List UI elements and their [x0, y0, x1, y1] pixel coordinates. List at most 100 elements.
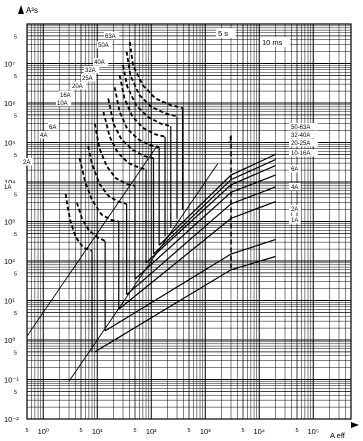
prearcing-curve	[64, 193, 93, 252]
letthrough-curve	[158, 153, 276, 246]
prearcing-label: 25A	[82, 76, 93, 82]
letthrough-label: 32-40A	[291, 133, 310, 139]
x-tick-label: 10³	[200, 427, 211, 436]
prearcing-label-bg	[48, 123, 59, 131]
letthrough-label: 20-25A	[291, 141, 310, 147]
y-minor-tick-label: 5	[14, 350, 17, 356]
prearcing-label: 40A	[94, 60, 105, 66]
prearcing-label-bg	[3, 183, 14, 191]
y-minor-tick-label: 5	[14, 74, 17, 80]
y-tick-label: 10⁻¹	[4, 376, 19, 385]
y-axis-title: A²s	[18, 5, 38, 15]
prearcing-label-bg	[56, 99, 72, 107]
prearcing-label-bg	[93, 58, 109, 66]
letthrough-label: 10-16A	[291, 151, 310, 157]
x-tick-label: 10⁵	[308, 427, 319, 436]
series-layer	[27, 41, 276, 382]
prearcing-label-bg	[104, 32, 120, 40]
letthrough-label: 50-63A	[291, 125, 310, 131]
prearcing-label-bg	[84, 66, 100, 74]
axis-labels: 10⁻² 10⁻¹ 10⁰ 10¹ 10² 10³ 10⁴ 10⁵ 10⁶ 10⁷ 5 5 5 5 5 5 5 5…	[4, 34, 319, 436]
letthrough-curve	[104, 238, 276, 332]
prearcing-label: 63A	[105, 34, 116, 40]
prearcing-curve	[107, 98, 154, 160]
prearcing-label: 1A	[4, 185, 11, 191]
prearcing-curve	[125, 51, 178, 118]
x-tick-label: 10⁰	[38, 427, 49, 436]
letthrough-label: 2A	[291, 207, 298, 213]
x-axis-title: A eff	[330, 422, 359, 440]
y-tick-label: 10¹	[4, 297, 15, 306]
prearcing-label: 6A	[49, 125, 56, 131]
letthrough-label-bg	[289, 149, 318, 157]
y-tick-label: 10⁻²	[4, 415, 19, 424]
prearcing-label: 10A	[57, 101, 68, 107]
prearcing-label: 50A	[98, 43, 109, 49]
plot-frame	[26, 23, 352, 420]
prearcing-curve	[118, 75, 166, 138]
y-tick-label: 10⁵	[4, 139, 15, 148]
y-minor-tick-label: 5	[14, 113, 17, 119]
y-minor-tick-label: 5	[14, 153, 17, 159]
prearcing-curve	[122, 65, 172, 127]
y-axis-label: A²s	[26, 6, 38, 15]
x-tick-label: 10¹	[92, 427, 103, 436]
y-tick-label: 10⁰	[4, 336, 15, 345]
prearcing-curve	[128, 41, 183, 109]
prearcing-label: 4A	[40, 133, 47, 139]
letthrough-label-bg	[289, 139, 318, 147]
x-minor-tick-label: 5	[79, 428, 82, 434]
x-tick-label: 10²	[146, 427, 157, 436]
y-minor-tick-label: 5	[14, 232, 17, 238]
letthrough-label: 1A	[291, 218, 298, 224]
y-tick-label: 10³	[4, 218, 15, 227]
reference-line-label: 10 ms	[262, 38, 283, 47]
y-minor-tick-label: 5	[14, 311, 17, 317]
prearcing-label-bg	[22, 158, 33, 166]
y-minor-tick-label: 5	[14, 390, 17, 396]
x-minor-tick-label: 5	[187, 428, 190, 434]
prearcing-curve	[93, 123, 136, 187]
letthrough-label: 4A	[291, 185, 298, 191]
prearcing-label: 20A	[72, 84, 83, 90]
y-minor-tick-label: 5	[14, 192, 17, 198]
letthrough-label-bg	[289, 183, 301, 191]
reference-label-bg	[216, 28, 236, 38]
letthrough-label: 6A	[291, 167, 298, 173]
letthrough-label-bg	[289, 165, 301, 173]
x-axis-arrow-icon	[351, 422, 359, 428]
x-minor-tick-label: 5	[295, 428, 298, 434]
y-tick-label: 10⁶	[4, 99, 15, 108]
y-tick-label: 10⁷	[4, 60, 15, 69]
prearcing-curve	[87, 146, 127, 205]
prearcing-curve	[78, 158, 119, 223]
series-labels: 5 s10 ms11A2A4A6A10A16A20A25A32A40A50A63…	[3, 28, 318, 224]
prearcing-label-bg	[97, 41, 113, 49]
reference-line	[27, 145, 158, 337]
x-minor-tick-label: 5	[133, 428, 136, 434]
prearcing-label-bg	[39, 131, 50, 139]
x-minor-tick-label: 5	[241, 428, 244, 434]
x-minor-tick-label: 5	[25, 428, 28, 434]
letthrough-label-bg	[289, 216, 301, 224]
y-tick-label: 10⁴	[4, 178, 16, 187]
letthrough-label-bg	[289, 131, 318, 139]
y-minor-tick-label: 5	[14, 271, 17, 277]
y-minor-tick-label: 5	[14, 34, 17, 40]
prearcing-label: 32A	[85, 68, 96, 74]
prearcing-label: 16A	[60, 93, 71, 99]
prearcing-curve	[113, 87, 160, 149]
prearcing-label-bg	[59, 91, 75, 99]
x-axis-label: A eff	[330, 431, 346, 440]
letthrough-curve	[94, 255, 276, 353]
letthrough-label-bg	[289, 123, 318, 131]
prearcing-label-bg	[71, 82, 87, 90]
prearcing-label: 2A	[23, 160, 30, 166]
prearcing-label-bg	[81, 74, 97, 82]
reference-line	[68, 163, 219, 382]
dashed-marker-label: 1	[228, 135, 232, 144]
reference-line-label: 5 s	[218, 29, 228, 38]
prearcing-curve	[102, 111, 147, 171]
x-tick-label: 10⁴	[253, 427, 265, 436]
